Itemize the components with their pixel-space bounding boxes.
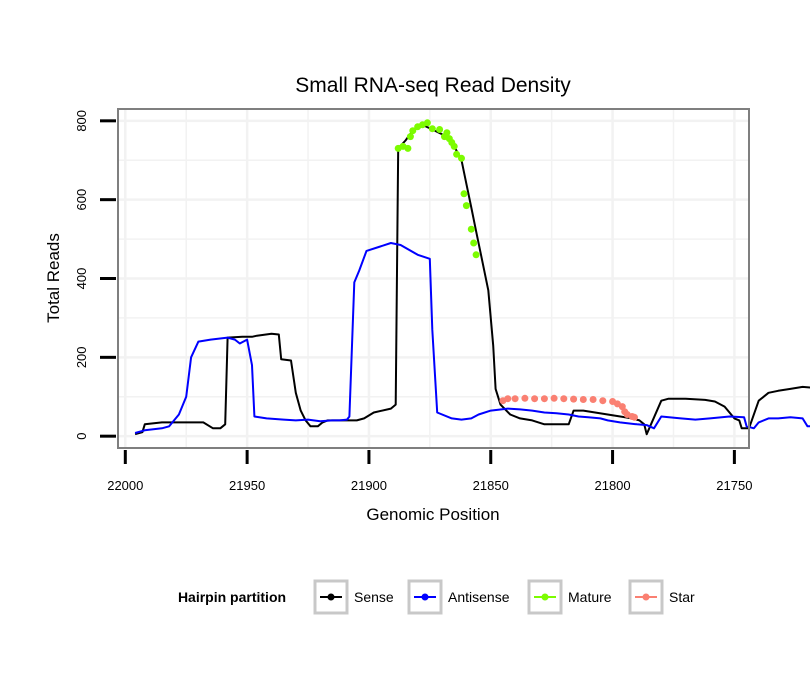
data-point-mature [409, 127, 417, 135]
data-point-mature [423, 119, 431, 127]
legend-label-antisense: Antisense [448, 589, 510, 605]
data-point-mature [472, 251, 480, 259]
series-layer [134, 119, 810, 436]
data-point-mature [467, 225, 475, 233]
data-point-mature [406, 133, 414, 141]
y-tick-label-400: 400 [74, 268, 89, 290]
y-axis-title: Total Reads [44, 233, 63, 323]
chart-title: Small RNA-seq Read Density [295, 74, 571, 97]
data-point-star [599, 397, 607, 405]
legend-title: Hairpin partition [178, 589, 286, 605]
x-tick-label-22000: 22000 [107, 478, 143, 493]
data-point-star [511, 395, 519, 403]
data-point-mature [460, 190, 468, 198]
legend-item-antisense: Antisense [407, 579, 510, 615]
legend-key-point [642, 593, 650, 601]
x-tick-label-21900: 21900 [351, 478, 387, 493]
data-point-mature [428, 125, 436, 133]
data-point-star [531, 395, 539, 403]
legend-label-mature: Mature [568, 589, 612, 605]
data-point-mature [470, 239, 478, 247]
data-point-mature [450, 142, 458, 150]
legend-key-point [327, 593, 335, 601]
x-axis: 22000 21950 21900 21850 21800 21750 [107, 450, 752, 493]
data-point-mature [436, 126, 444, 133]
legend-item-sense: Sense [313, 579, 394, 615]
y-tick-label-0: 0 [74, 433, 89, 440]
series-antisense [134, 242, 810, 434]
data-point-star [540, 395, 548, 403]
data-point-star [589, 396, 597, 403]
data-point-mature [458, 154, 465, 162]
data-point-mature [404, 144, 412, 152]
series-mature [394, 119, 480, 259]
legend-label-star: Star [669, 589, 695, 605]
x-axis-title: Genomic Position [366, 505, 499, 524]
series-line-antisense [134, 242, 810, 434]
legend-item-mature: Mature [527, 579, 612, 615]
legend: Hairpin partition Sense Antisense Mature St… [178, 579, 695, 615]
data-point-mature [453, 150, 461, 158]
data-point-star [521, 394, 529, 402]
y-axis: 0 200 400 600 800 [74, 110, 116, 440]
legend-label-sense: Sense [354, 589, 394, 605]
data-point-mature [443, 129, 451, 137]
data-point-star [560, 395, 568, 403]
grid [118, 109, 749, 448]
data-point-star [579, 396, 587, 403]
data-point-star [631, 413, 638, 421]
legend-key-point [421, 593, 429, 601]
series-star [499, 394, 638, 421]
data-point-mature [462, 202, 470, 210]
x-tick-label-21750: 21750 [716, 478, 752, 493]
legend-item-star: Star [628, 579, 695, 615]
y-tick-label-600: 600 [74, 189, 89, 211]
series-sense [134, 123, 810, 436]
data-point-star [504, 395, 512, 403]
y-tick-label-200: 200 [74, 346, 89, 368]
x-tick-label-21950: 21950 [229, 478, 265, 493]
x-tick-label-21850: 21850 [473, 478, 509, 493]
series-line-sense [134, 123, 810, 436]
legend-key-point [541, 593, 549, 601]
data-point-star [570, 395, 578, 403]
panel-border [117, 108, 750, 449]
x-tick-label-21800: 21800 [594, 478, 630, 493]
y-tick-label-800: 800 [74, 110, 89, 132]
data-point-star [550, 394, 558, 402]
